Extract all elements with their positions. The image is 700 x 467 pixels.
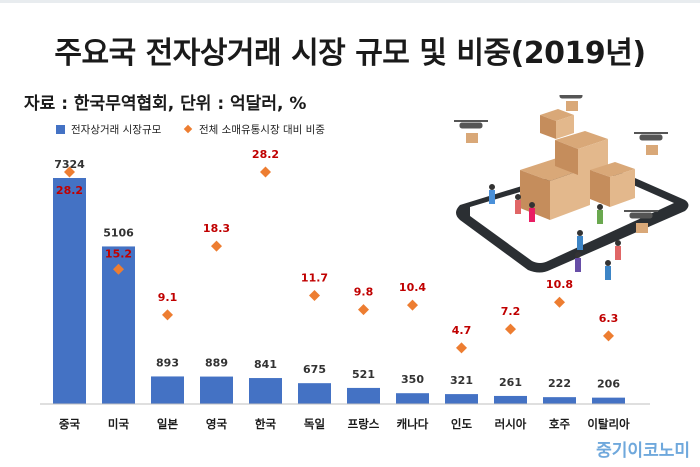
pct-marker	[211, 240, 222, 252]
bar-value-label: 206	[597, 378, 620, 391]
legend-item-marker: 전체 소매유통시장 대비 비중	[183, 122, 325, 136]
pct-marker	[603, 330, 614, 342]
pct-marker	[456, 342, 467, 354]
pct-value-label: 9.8	[354, 286, 374, 299]
category-label: 한국	[255, 417, 277, 431]
category-label: 이탈리아	[587, 417, 630, 431]
category-label: 독일	[304, 417, 325, 431]
legend-bar-label: 전자상거래 시장규모	[71, 123, 162, 136]
category-label: 캐나다	[397, 417, 429, 431]
bar	[592, 397, 625, 404]
bar-value-label: 261	[499, 376, 522, 389]
bar-value-label: 222	[548, 377, 571, 390]
chart-subtitle: 자료 : 한국무역협회, 단위 : 억달러, %	[24, 94, 307, 114]
bar	[53, 178, 86, 404]
chart-title: 주요국 전자상거래 시장 규모 및 비중(2019년)	[54, 36, 646, 71]
bar	[543, 397, 576, 404]
legend-bar-swatch	[56, 124, 65, 134]
top-border	[0, 0, 700, 3]
pct-value-label: 4.7	[452, 324, 472, 337]
pct-value-label: 15.2	[105, 247, 132, 260]
bar	[445, 394, 478, 404]
brand-logo-text: 중기이코노미	[596, 441, 690, 461]
pct-marker	[309, 289, 320, 301]
legend-marker-label: 전체 소매유통시장 대비 비중	[199, 123, 325, 136]
pct-marker	[162, 309, 173, 321]
box-stack	[520, 109, 635, 220]
pct-value-label: 7.2	[501, 305, 521, 318]
bar-value-label: 7324	[54, 158, 85, 171]
bar-value-label: 521	[352, 368, 375, 381]
pct-marker	[64, 166, 75, 178]
category-label: 러시아	[495, 417, 527, 431]
drone-icon	[559, 95, 583, 111]
bar-value-label: 5106	[103, 226, 134, 239]
shopper-figures	[489, 184, 621, 280]
bar	[249, 378, 282, 404]
drone-icon	[454, 120, 488, 143]
bar	[396, 393, 429, 404]
pct-marker	[407, 299, 418, 311]
category-label: 영국	[206, 417, 228, 431]
pct-marker	[358, 304, 369, 316]
category-label: 일본	[157, 417, 179, 431]
pct-value-label: 9.1	[158, 291, 178, 304]
bar-value-label: 893	[156, 356, 179, 369]
category-label: 프랑스	[348, 417, 380, 431]
category-label: 중국	[59, 417, 81, 431]
category-label: 호주	[549, 417, 571, 431]
pct-value-label: 10.4	[399, 281, 426, 294]
bar-value-label: 889	[205, 357, 228, 370]
bar	[200, 376, 233, 404]
bar	[151, 376, 184, 404]
pct-marker	[113, 263, 124, 275]
pct-value-label: 28.2	[252, 148, 279, 161]
pct-marker	[260, 166, 271, 178]
legend-item-bar: 전자상거래 시장규모	[56, 122, 161, 136]
pct-marker	[554, 296, 565, 308]
drone-icon	[624, 210, 658, 233]
category-label: 미국	[108, 417, 130, 431]
bar	[298, 383, 331, 404]
bar	[494, 395, 527, 404]
bar-value-label: 350	[401, 373, 424, 386]
drone-icon	[634, 132, 668, 155]
bar-value-label: 841	[254, 358, 277, 371]
pct-value-label: 11.7	[301, 271, 328, 284]
bar-value-label: 675	[303, 363, 326, 376]
bar-value-label: 321	[450, 374, 473, 387]
bar	[347, 387, 380, 404]
pct-value-label: 18.3	[203, 222, 230, 235]
ecommerce-illustration	[454, 95, 689, 280]
pct-value-label: 6.3	[599, 312, 619, 325]
category-label: 인도	[451, 417, 473, 431]
pct-value-label: 28.2	[56, 184, 83, 197]
pct-marker	[505, 323, 516, 335]
pct-value-label: 10.8	[546, 278, 573, 291]
